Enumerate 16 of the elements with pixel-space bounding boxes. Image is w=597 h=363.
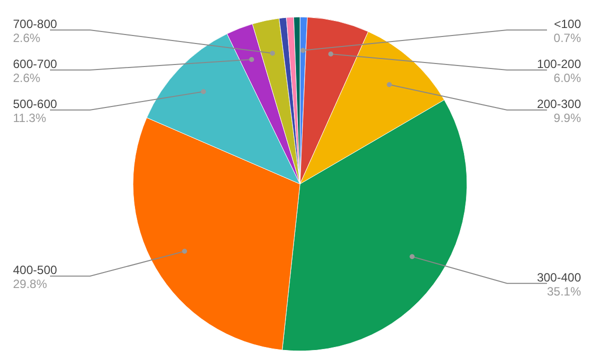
data-label: 35.1% — [546, 284, 582, 298]
slice-label: 400-500 — [13, 263, 58, 278]
data-label: 0.7% — [554, 31, 582, 45]
data-label: 29.8% — [13, 277, 48, 292]
slice-label: 600-700 — [13, 57, 58, 71]
data-label: 2.6% — [13, 31, 41, 45]
slice-label: 100-200 — [536, 57, 582, 71]
slice-label: <100 — [554, 17, 582, 31]
slice-label: 500-600 — [13, 97, 58, 111]
slice-label: 300-400 — [536, 270, 582, 284]
slice-label: 200-300 — [536, 97, 582, 111]
slice-label: 700-800 — [13, 17, 58, 31]
data-label: 11.3% — [13, 111, 46, 125]
data-label: 2.6% — [13, 71, 41, 85]
data-label: 6.0% — [554, 71, 582, 85]
data-label: 9.9% — [554, 111, 582, 125]
